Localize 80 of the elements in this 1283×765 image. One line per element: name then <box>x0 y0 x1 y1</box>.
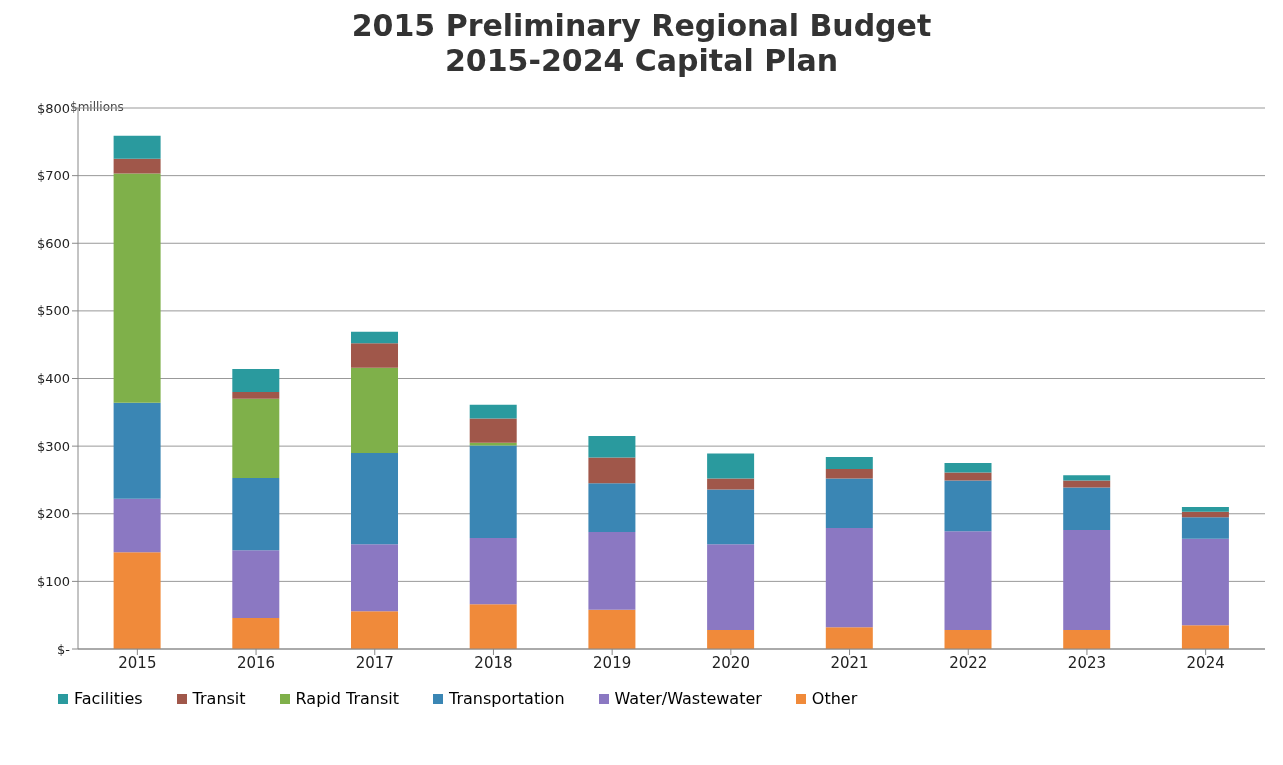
bar <box>1063 475 1111 481</box>
bar <box>944 480 992 532</box>
bar <box>351 611 399 649</box>
bar <box>351 331 399 344</box>
bar <box>944 531 992 631</box>
bar <box>588 435 636 458</box>
bar <box>944 630 992 649</box>
legend-label: Transportation <box>448 689 565 708</box>
bar <box>1063 529 1111 631</box>
y-tick-label: $300 <box>36 438 70 454</box>
bar <box>1181 511 1229 518</box>
bar <box>1181 625 1229 649</box>
legend-label: Rapid Transit <box>294 689 399 708</box>
bar <box>113 135 161 159</box>
bar <box>469 604 517 649</box>
x-tick-label: 2017 <box>355 653 394 672</box>
bar <box>351 452 399 545</box>
bar <box>351 544 399 612</box>
bar <box>588 532 636 610</box>
y-tick-label: $800 <box>36 100 70 116</box>
bar <box>351 343 399 368</box>
x-tick-label: 2018 <box>474 653 513 672</box>
bar <box>232 477 280 551</box>
bar <box>469 418 517 443</box>
bar <box>232 550 280 618</box>
bar <box>232 617 280 649</box>
bar <box>232 392 280 399</box>
x-tick-label: 2021 <box>830 653 869 672</box>
bar <box>113 158 161 174</box>
chart-subtitle: 2015-2024 Capital Plan <box>443 43 840 78</box>
legend-label: Water/Wastewater <box>613 689 762 708</box>
bar <box>707 630 755 649</box>
chart-title: 2015 Preliminary Regional Budget <box>350 8 933 43</box>
bar <box>469 404 517 419</box>
y-tick-label: $400 <box>36 371 70 387</box>
bar <box>113 552 161 649</box>
y-tick-label: $700 <box>36 168 70 184</box>
y-tick-label: $- <box>57 641 71 657</box>
bar <box>588 483 636 533</box>
bar <box>825 469 873 479</box>
x-tick-label: 2022 <box>949 653 988 672</box>
bar <box>707 478 755 490</box>
legend-label: Transit <box>191 689 246 708</box>
x-tick-label: 2019 <box>593 653 632 672</box>
x-tick-label: 2020 <box>711 653 750 672</box>
bar <box>469 445 517 539</box>
bar <box>113 402 161 499</box>
legend-label: Other <box>810 689 858 708</box>
bar <box>113 173 161 403</box>
bar <box>1063 487 1111 530</box>
legend-label: Facilities <box>73 689 143 708</box>
y-tick-label: $200 <box>36 506 70 522</box>
bar <box>825 627 873 649</box>
x-tick-label: 2023 <box>1067 653 1107 672</box>
bar <box>1181 506 1229 512</box>
y-tick-label: $600 <box>36 235 70 251</box>
bar <box>944 472 992 481</box>
bar <box>825 478 873 528</box>
bar <box>588 609 636 649</box>
bar <box>707 453 755 479</box>
x-tick-label: 2016 <box>236 653 276 672</box>
bar <box>113 498 161 553</box>
bar <box>944 463 992 473</box>
bar <box>232 398 280 478</box>
bar <box>707 489 755 545</box>
x-tick-label: 2015 <box>118 653 157 672</box>
x-tick-label: 2024 <box>1186 653 1225 672</box>
bar <box>1063 630 1111 649</box>
bar <box>1181 517 1229 539</box>
bar <box>825 456 873 470</box>
bar <box>707 544 755 631</box>
bar <box>351 367 399 453</box>
y-tick-label: $500 <box>36 303 70 319</box>
y-axis-title: $millions <box>70 100 124 114</box>
bar <box>1181 538 1229 626</box>
bar <box>588 457 636 484</box>
bar <box>469 538 517 605</box>
bar <box>232 369 280 393</box>
y-tick-label: $100 <box>36 573 70 589</box>
bar <box>825 527 873 628</box>
